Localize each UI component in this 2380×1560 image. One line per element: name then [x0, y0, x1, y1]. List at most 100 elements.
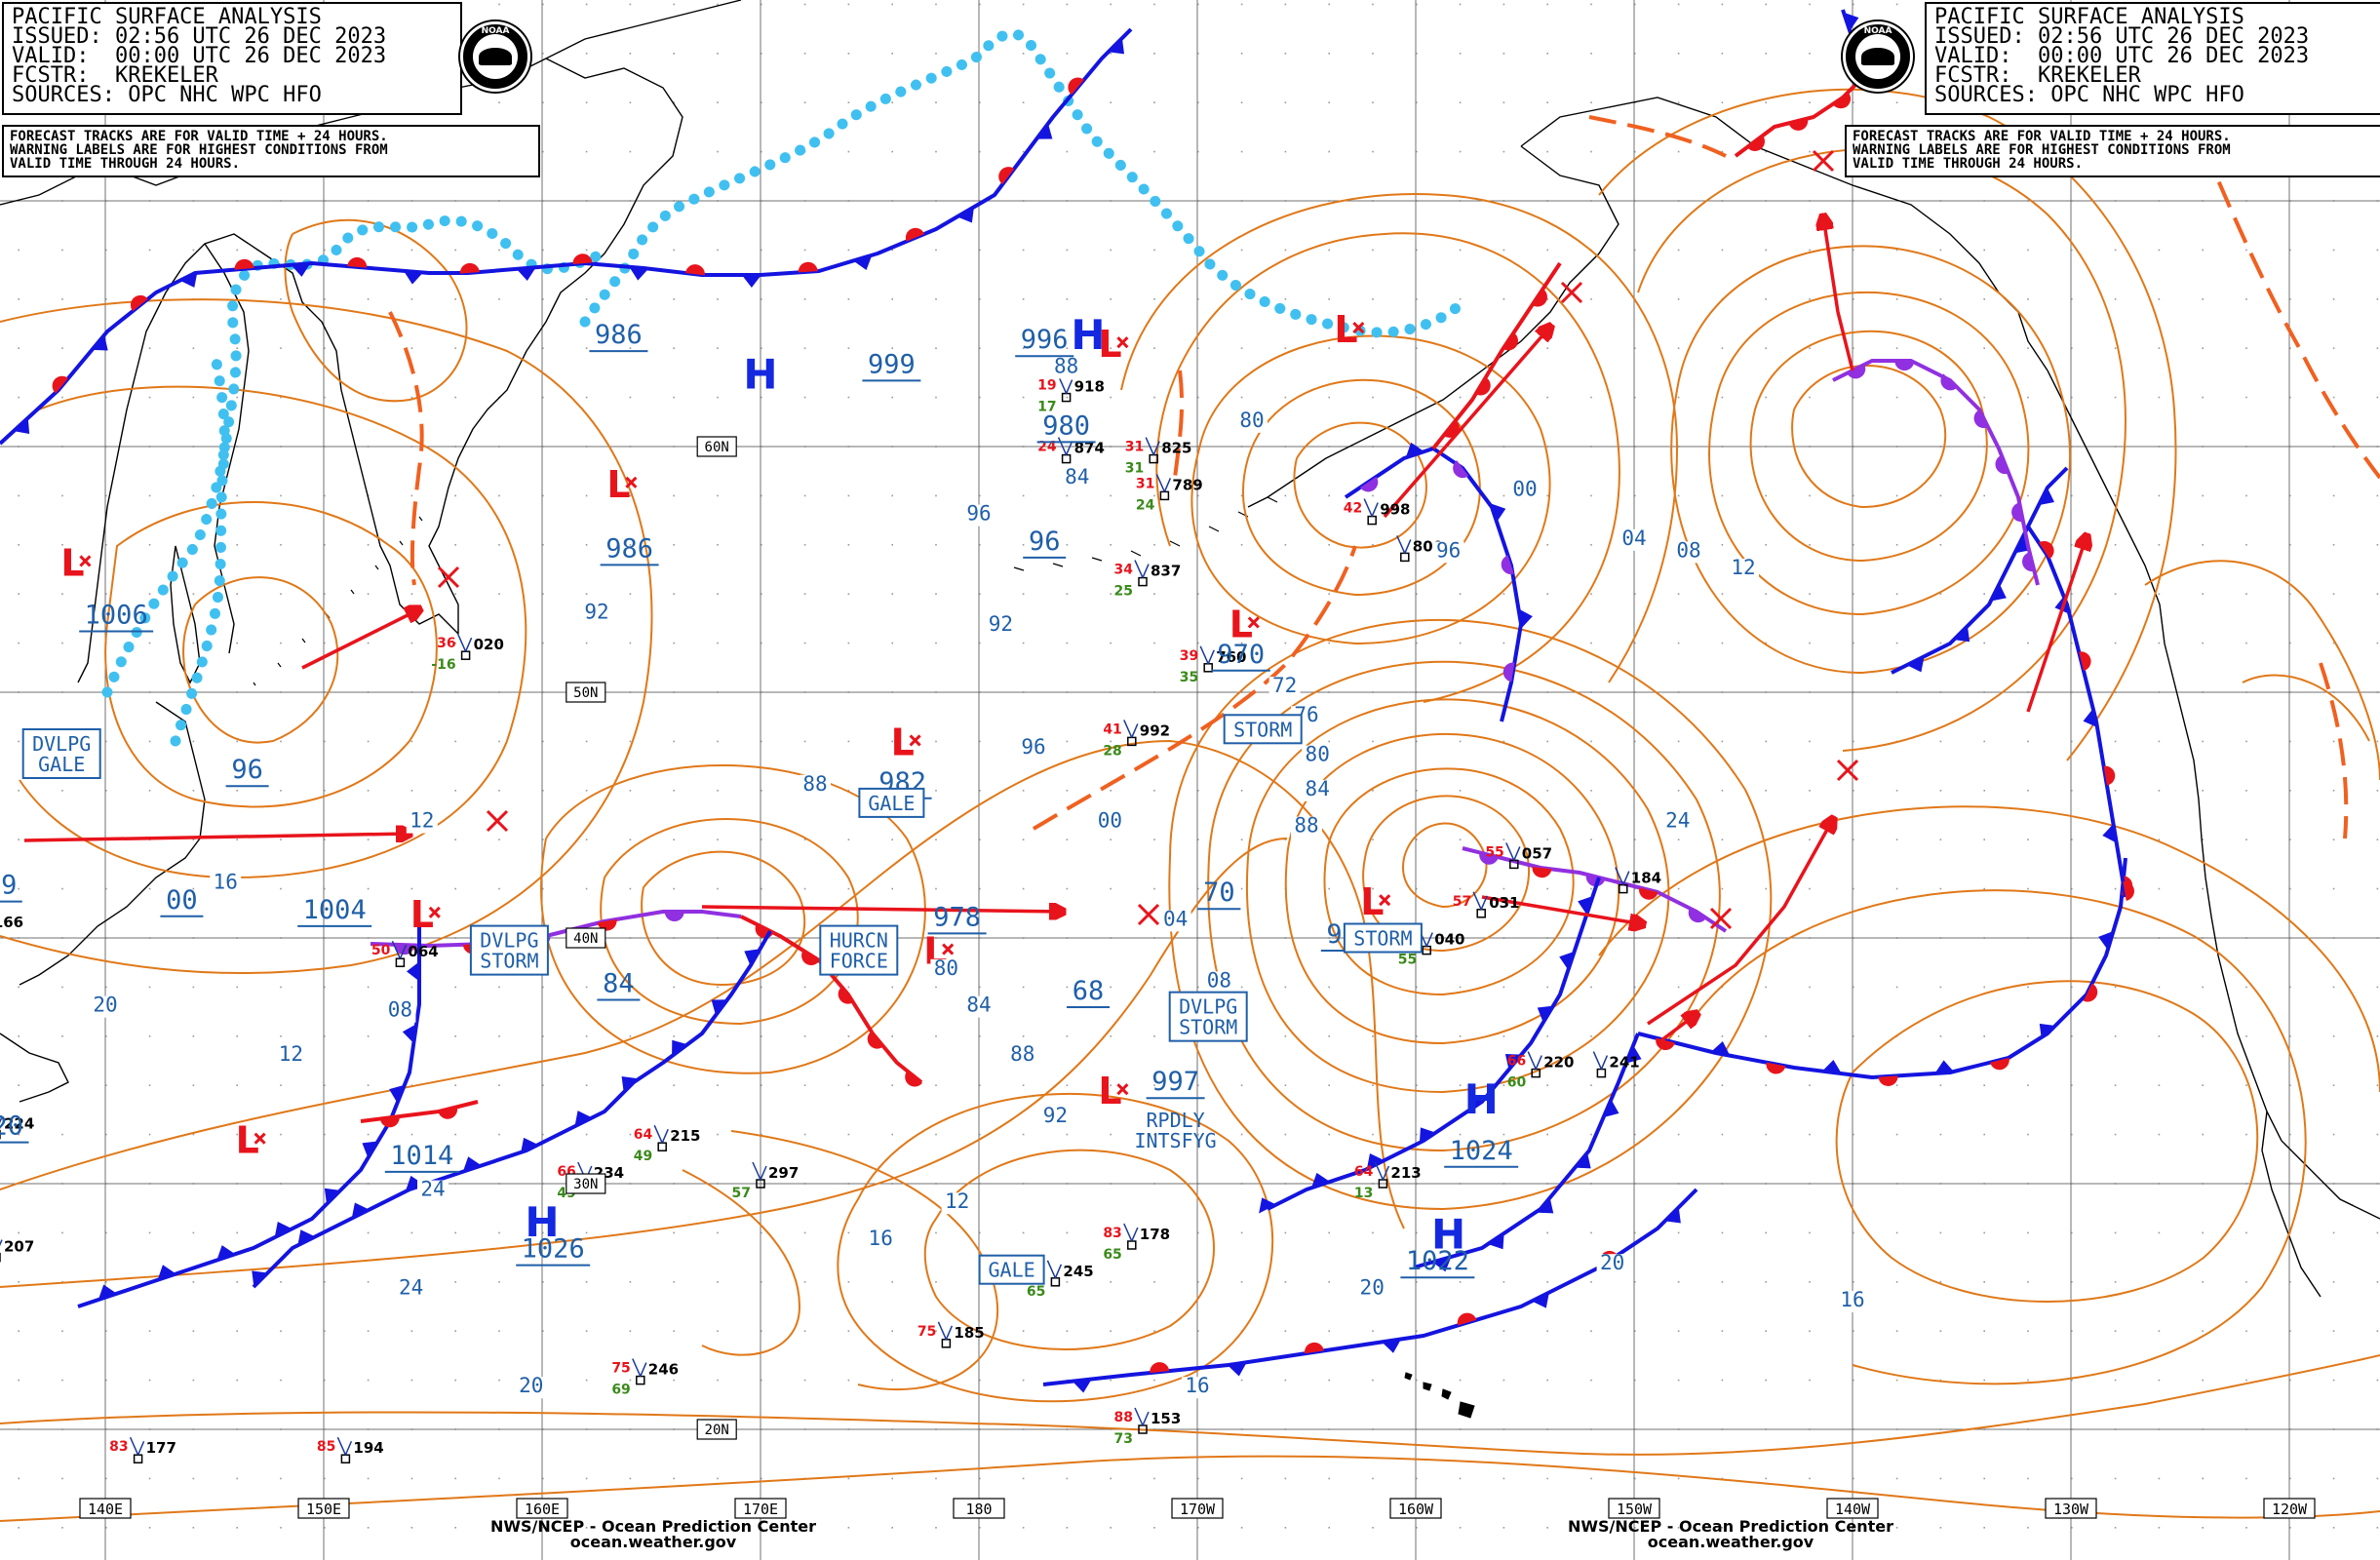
station-temperature: 57 [1453, 894, 1471, 910]
cold-front-west-triangle [216, 1245, 236, 1261]
station-plots: 08023251664425210464102036-1606450224665… [0, 375, 1661, 1463]
station-plot: 874 24 [1037, 437, 1105, 464]
pressure-label-text: 1009 [0, 871, 17, 901]
isobar [923, 1149, 1215, 1350]
pressure-label-text: 978 [933, 902, 981, 932]
isobar-number: 88 [1050, 354, 1082, 379]
pressure-label: 986 [589, 320, 648, 353]
coastline-aleutians [1013, 496, 1278, 571]
latitude-label-text: 50N [573, 685, 598, 701]
stationary-front-south-triangle [1227, 1362, 1247, 1377]
pressure-label: 980 [1036, 410, 1096, 444]
station-pressure: 177 [146, 1439, 176, 1457]
cold-front-north-triangle [956, 207, 974, 223]
cold-front-997-triangle [1432, 1257, 1452, 1272]
station-pressure: 246 [648, 1361, 679, 1379]
station-temperature: 83 [1103, 1226, 1121, 1241]
isobar-number-text: 16 [1840, 1288, 1864, 1311]
isobar-labels: 92 96 88 92 96 00 16 12 08 12 20 24 24 24 20 24 24 20 80 84… [90, 354, 1868, 1399]
station-pressure: 040 [1434, 931, 1464, 949]
isobar-number-bg [930, 958, 962, 981]
isobar-number-text: 08 [388, 998, 412, 1022]
warning-label-text: GALE [38, 753, 85, 776]
isobar-number-bg [1094, 811, 1126, 834]
station-dewpoint: 31 [1125, 461, 1144, 477]
isobar-number-text: 16 [1185, 1374, 1209, 1397]
pressure-label-text: 00 [166, 885, 198, 916]
station-plot: 020 36 -16 [431, 633, 504, 673]
station-plot: 760 39 35 [1180, 645, 1247, 685]
station-plot: 215 64 49 [634, 1124, 701, 1164]
station-pressure: 184 [1631, 870, 1661, 887]
longitude-label-text: 180 [965, 1501, 992, 1518]
longitude-label: 170E [734, 1498, 787, 1519]
warning-label-text: STORM [1179, 1016, 1237, 1039]
isobar-number-bg [1661, 811, 1694, 834]
pressure-label: 997 [1146, 1067, 1205, 1100]
longitude-label: 160E [516, 1498, 568, 1519]
warm-front-north-gulf-semicircle [1747, 136, 1765, 151]
isobar-number-text: 04 [1163, 907, 1188, 930]
pressure-label-text: 84 [603, 968, 635, 998]
front-aleutian-triangle [1490, 503, 1506, 523]
isobar-number-text: 00 [1512, 477, 1537, 500]
cold-front-west-triangle [407, 961, 419, 982]
low-center: L [1229, 603, 1260, 645]
pressure-label: 1004 [297, 895, 372, 927]
warm-front-1004 [740, 915, 923, 1084]
isobar-number-text: 20 [1600, 1251, 1624, 1274]
isobar [19, 385, 527, 879]
coastline-sakhalin [170, 545, 201, 684]
cold-front-gulf-triangle [2014, 535, 2031, 554]
cold-front-1004-triangle [405, 1175, 424, 1191]
front-998-semicircle [1766, 1062, 1786, 1074]
troughs [388, 115, 2380, 839]
isobar [0, 1354, 2380, 1456]
isobar-number-bg [1061, 467, 1093, 489]
trough-line [1588, 115, 1727, 158]
cold-front-north-triangle [92, 334, 108, 351]
cold-front-1004-triangle [252, 1270, 268, 1287]
forecast-track-arrow [701, 907, 1063, 912]
station-plot: 153 88 73 [1114, 1407, 1181, 1447]
station-dewpoint: 49 [634, 1149, 652, 1164]
isobar [1168, 618, 1773, 1211]
isobar [1323, 767, 1575, 996]
forecast-track-arrow [1383, 327, 1550, 519]
cold-front-north-semicircle [1068, 77, 1084, 96]
pressure-label: 986 [600, 533, 659, 566]
isobar-number: 16 [1182, 1374, 1213, 1399]
station-pressure: 194 [353, 1439, 383, 1457]
longitude-label-box [2263, 1498, 2316, 1519]
longitude-label-box [1826, 1498, 1879, 1519]
low-center-mark [1247, 616, 1260, 629]
cold-front-north-triangle [1035, 123, 1053, 139]
isobar-number-text: 04 [1621, 526, 1646, 550]
isobar-number-text: 84 [966, 994, 991, 1017]
cold-front-997-triangle [1603, 1099, 1619, 1118]
longitude-label-box [2045, 1498, 2097, 1519]
trough-line [1032, 545, 1357, 831]
cold-front-978-triangle [1419, 1127, 1436, 1144]
longitude-label: 130W [2045, 1498, 2097, 1519]
station-dewpoint: 24 [1136, 497, 1155, 513]
wind-barb [1396, 535, 1412, 554]
occluded-front-970-semicircle [1995, 454, 2009, 475]
isobars [0, 88, 2380, 1522]
station-dewpoint: 13 [1354, 1186, 1373, 1201]
isobar-number-bg [941, 1192, 973, 1215]
cold-front-north-triangle [516, 267, 536, 281]
credit-line-2: ocean.weather.gov [1647, 1533, 1814, 1551]
warning-label-text: GALE [989, 1259, 1035, 1282]
latitude-label: 60N [696, 436, 737, 457]
isobar [1155, 232, 1620, 703]
station-plot: 220 66 60 [1507, 1051, 1575, 1091]
front-998-semicircle [1990, 1057, 2009, 1071]
cold-front-gulf-triangle [1990, 583, 2007, 602]
station-plot: 184 [1615, 867, 1661, 894]
latitude-labels: 60N 50N 40N 30N 20N [566, 436, 737, 1440]
pressure-label: 00 [160, 885, 204, 917]
cold-front-north-semicircle [572, 254, 593, 265]
isobar-number-bg [1236, 410, 1268, 433]
isobar-number-bg [1050, 357, 1082, 379]
